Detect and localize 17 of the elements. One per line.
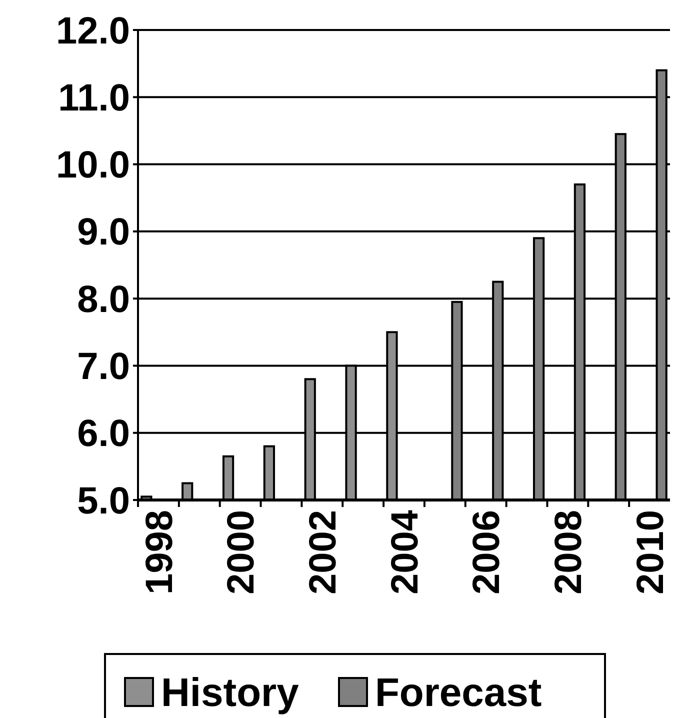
y-tick-label: 6.0	[77, 413, 130, 456]
x-tick-label: 2000	[220, 510, 263, 595]
x-tick-label: 2004	[384, 510, 426, 595]
legend-label: History	[161, 671, 300, 715]
y-tick-label: 7.0	[77, 346, 130, 388]
y-tick-label: 10.0	[56, 144, 130, 187]
x-tick-label: 2008	[548, 510, 590, 595]
x-tick-label: 1998	[138, 510, 181, 595]
y-tick-label: 11.0	[58, 77, 130, 120]
x-tick-label: 2006	[466, 510, 508, 595]
y-tick-label: 5.0	[77, 480, 130, 522]
y-tick-label: 9.0	[77, 212, 130, 254]
legend-label: Forecast	[375, 671, 542, 715]
x-tick-label: 2010	[630, 510, 672, 595]
x-tick-label: 2002	[302, 510, 344, 595]
y-tick-label: 12.0	[56, 10, 130, 52]
y-tick-label: 8.0	[77, 278, 130, 321]
